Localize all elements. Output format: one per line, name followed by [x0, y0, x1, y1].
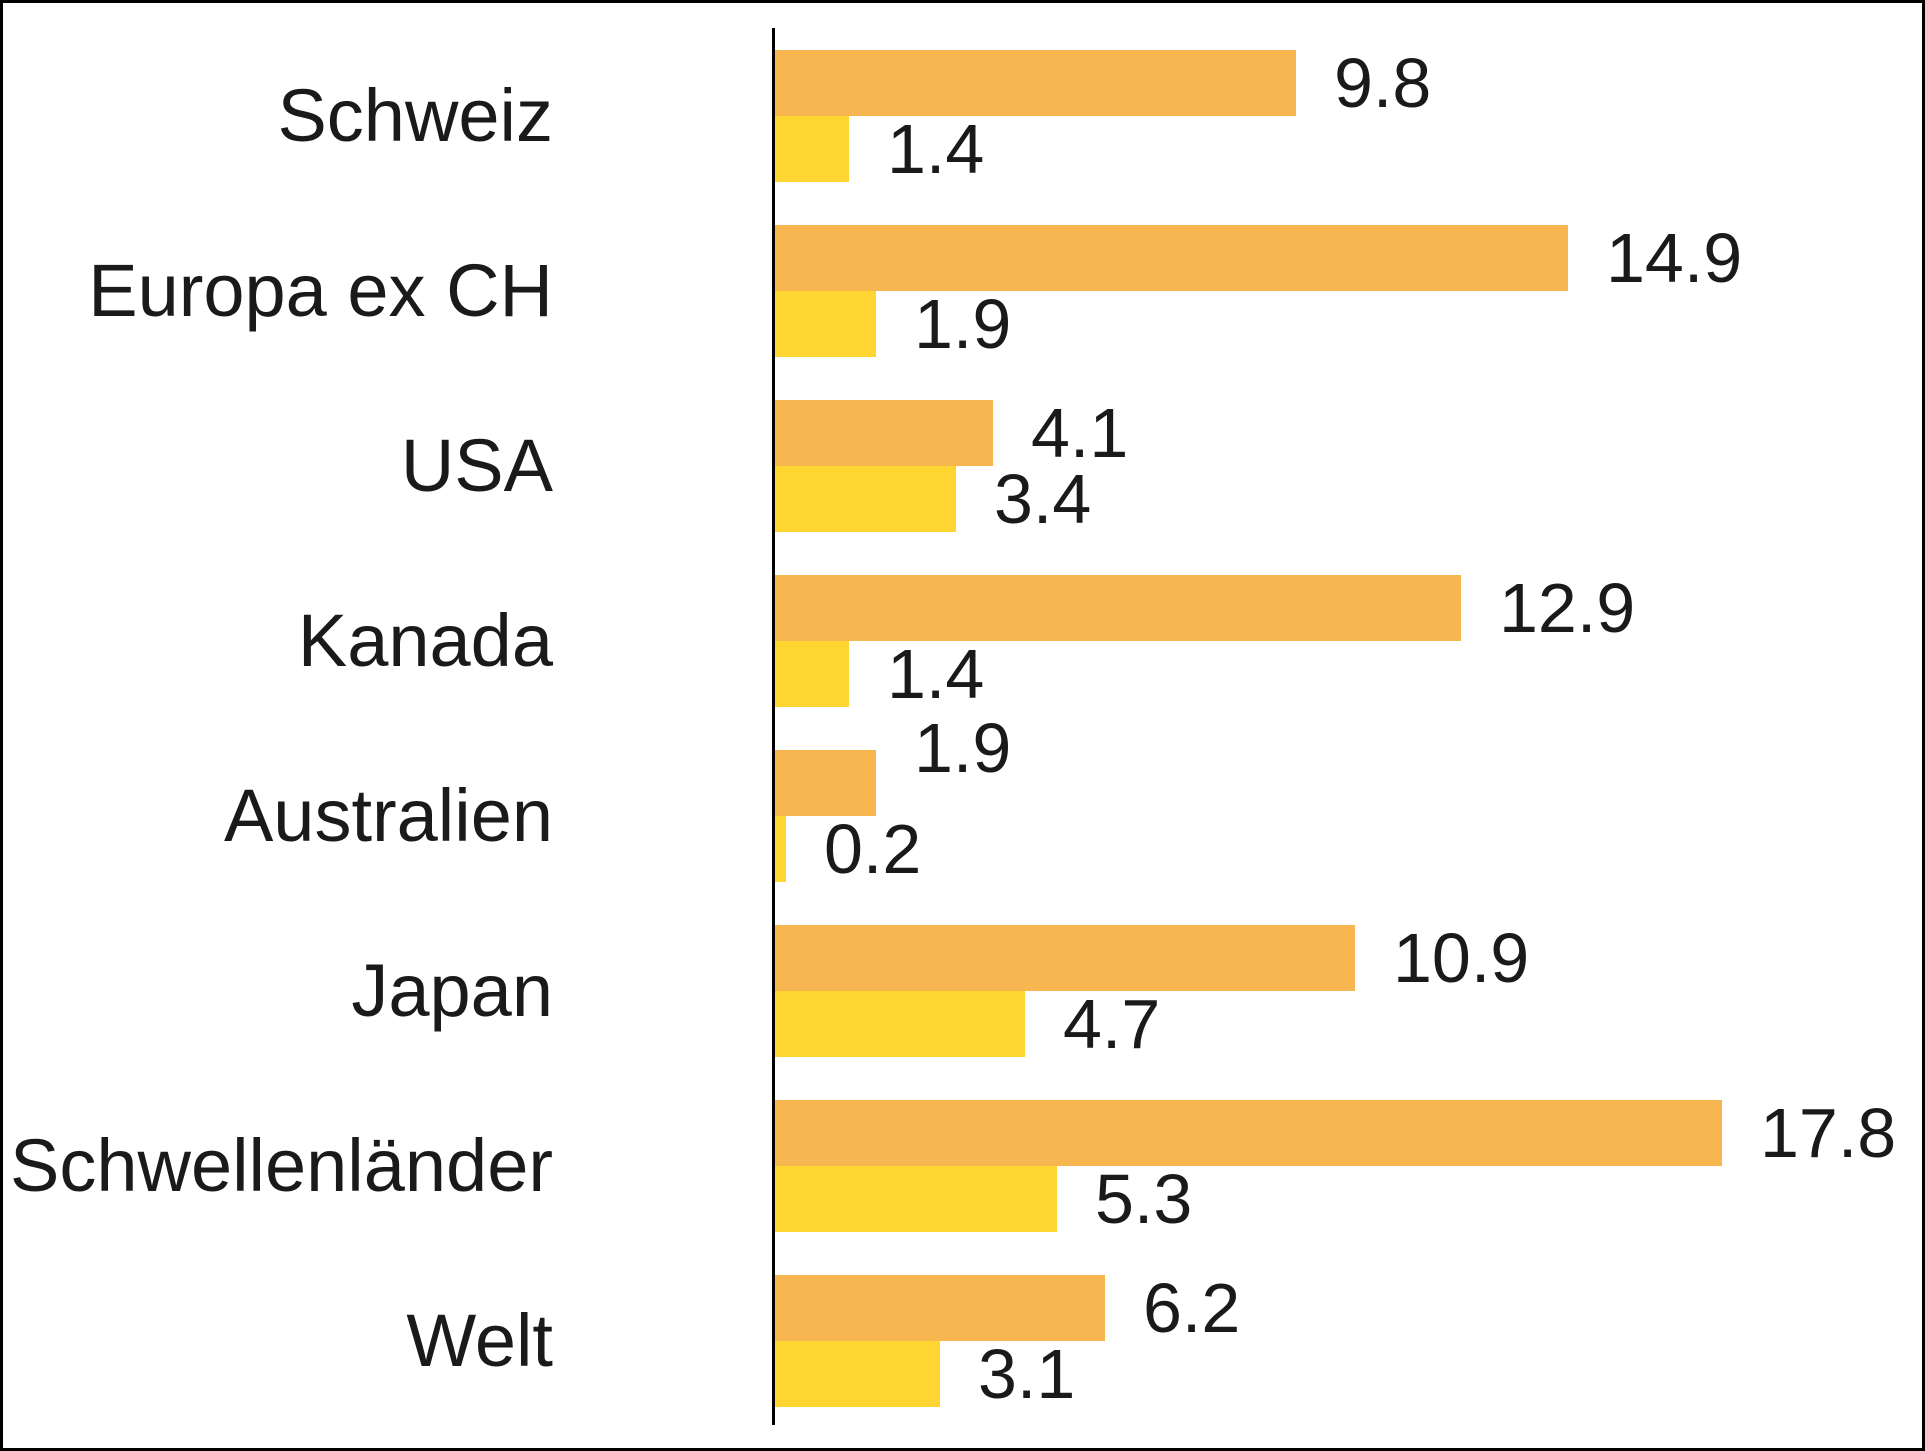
series-yellow-bar-usa: [775, 466, 956, 532]
category-label-kanada: Kanada: [297, 599, 553, 682]
value-label-series-orange-europa-ex-ch: 14.9: [1606, 219, 1743, 297]
value-label-series-orange-usa: 4.1: [1031, 394, 1129, 472]
value-label-series-yellow-kanada: 1.4: [887, 635, 985, 713]
series-yellow-bar-europa-ex-ch: [775, 291, 876, 357]
value-label-series-orange-australien: 1.9: [914, 709, 1012, 787]
series-orange-bar-schweiz: [775, 50, 1296, 116]
series-orange-bar-europa-ex-ch: [775, 225, 1568, 291]
series-orange-bar-welt: [775, 1275, 1105, 1341]
value-label-series-yellow-japan: 4.7: [1063, 985, 1161, 1063]
value-label-series-yellow-europa-ex-ch: 1.9: [914, 285, 1012, 363]
value-label-series-yellow-welt: 3.1: [978, 1335, 1076, 1413]
series-orange-bar-usa: [775, 400, 993, 466]
category-label-welt: Welt: [406, 1299, 553, 1382]
series-yellow-bar-welt: [775, 1341, 940, 1407]
value-label-series-orange-welt: 6.2: [1143, 1269, 1241, 1347]
value-label-series-orange-schwellenl-nder: 17.8: [1760, 1094, 1897, 1172]
category-label-australien: Australien: [223, 774, 553, 857]
series-yellow-bar-japan: [775, 991, 1025, 1057]
category-label-japan: Japan: [351, 949, 553, 1032]
series-orange-bar-australien: [775, 750, 876, 816]
value-label-series-orange-schweiz: 9.8: [1334, 44, 1432, 122]
value-label-series-orange-kanada: 12.9: [1499, 569, 1636, 647]
series-yellow-bar-schwellenl-nder: [775, 1166, 1057, 1232]
value-label-series-orange-japan: 10.9: [1393, 919, 1530, 997]
series-orange-bar-schwellenl-nder: [775, 1100, 1722, 1166]
series-orange-bar-kanada: [775, 575, 1461, 641]
series-yellow-bar-australien: [775, 816, 786, 882]
series-yellow-bar-schweiz: [775, 116, 849, 182]
category-label-schweiz: Schweiz: [277, 74, 553, 157]
y-axis-line: [772, 28, 775, 1425]
category-label-usa: USA: [400, 424, 553, 507]
series-yellow-bar-kanada: [775, 641, 849, 707]
category-label-schwellenl-nder: Schwellenländer: [9, 1124, 553, 1207]
value-label-series-yellow-schwellenl-nder: 5.3: [1095, 1160, 1193, 1238]
category-label-europa-ex-ch: Europa ex CH: [88, 249, 553, 332]
value-label-series-yellow-schweiz: 1.4: [887, 110, 985, 188]
series-orange-bar-japan: [775, 925, 1355, 991]
value-label-series-yellow-usa: 3.4: [994, 460, 1092, 538]
value-label-series-yellow-australien: 0.2: [824, 810, 922, 888]
